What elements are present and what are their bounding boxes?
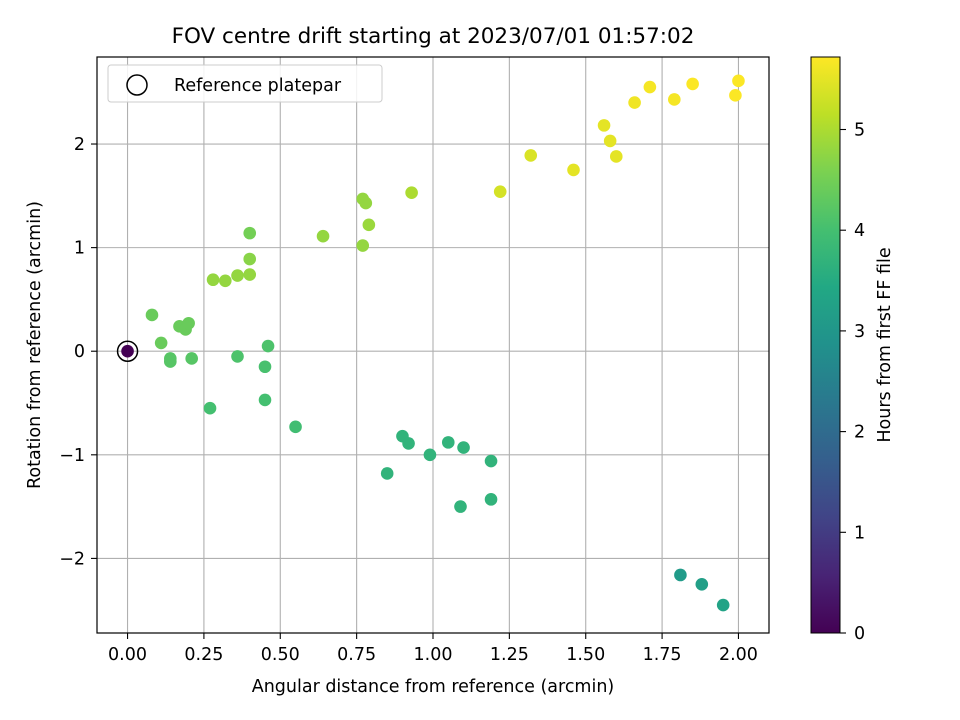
data-point xyxy=(185,352,198,365)
x-tick-label: 1.00 xyxy=(414,645,453,665)
data-point xyxy=(686,77,699,91)
y-tick-label: 1 xyxy=(74,239,85,259)
data-point xyxy=(362,218,376,232)
data-point xyxy=(359,196,373,210)
x-tick-label: 2.00 xyxy=(719,645,758,665)
data-point xyxy=(628,96,641,109)
colorbar-ticks: 0 1 2 3 4 5 xyxy=(840,121,865,644)
data-point xyxy=(258,393,272,407)
data-point xyxy=(716,598,730,612)
data-point xyxy=(316,229,330,243)
data-point xyxy=(231,269,244,282)
data-point xyxy=(567,163,580,177)
data-point xyxy=(356,239,370,252)
data-point xyxy=(484,493,498,506)
legend-reference-marker xyxy=(126,74,148,96)
data-point xyxy=(243,268,257,281)
colorbar-tick-label: 4 xyxy=(854,221,865,241)
y-tick-label: 2 xyxy=(74,135,85,155)
y-axis-ticks: −2 −1 0 1 2 xyxy=(59,135,97,569)
colorbar-tick-label: 0 xyxy=(854,624,865,644)
data-point xyxy=(524,149,538,162)
data-point xyxy=(668,93,681,106)
grid-lines xyxy=(97,57,769,633)
colorbar-tick-label: 2 xyxy=(854,423,865,443)
data-point xyxy=(493,185,507,198)
data-points xyxy=(116,74,745,612)
data-point xyxy=(423,448,437,462)
data-point xyxy=(243,252,257,266)
y-axis-label: Rotation from reference (arcmin) xyxy=(25,201,45,489)
reference-platepar-marker xyxy=(116,340,139,362)
data-point xyxy=(441,436,455,449)
data-point xyxy=(609,150,623,163)
chart-title: FOV centre drift starting at 2023/07/01 … xyxy=(172,24,695,49)
data-point xyxy=(243,226,257,240)
data-point xyxy=(484,454,498,468)
data-point xyxy=(732,74,745,88)
x-tick-label: 1.75 xyxy=(643,645,682,665)
data-point xyxy=(145,308,159,322)
data-point xyxy=(603,134,617,148)
data-point xyxy=(643,80,657,94)
data-point xyxy=(231,350,244,363)
data-point xyxy=(164,355,177,368)
data-point xyxy=(380,467,394,480)
data-point xyxy=(206,273,220,287)
colorbar-tick-label: 5 xyxy=(854,121,865,141)
x-tick-label: 0.00 xyxy=(108,645,147,665)
colorbar-gradient xyxy=(810,56,841,634)
data-point xyxy=(289,420,302,434)
x-tick-label: 0.75 xyxy=(337,645,376,665)
data-point xyxy=(218,274,232,288)
y-tick-label: 0 xyxy=(74,342,85,362)
x-tick-label: 1.25 xyxy=(490,645,529,665)
legend-label: Reference platepar xyxy=(174,76,342,96)
legend: Reference platepar xyxy=(107,64,383,103)
legend-box xyxy=(107,64,383,103)
y-tick-label: −2 xyxy=(59,549,85,569)
data-point xyxy=(457,441,470,454)
data-point xyxy=(203,401,217,415)
data-point xyxy=(258,360,272,374)
data-point xyxy=(154,336,168,350)
data-point xyxy=(597,119,611,132)
x-tick-label: 0.50 xyxy=(261,645,300,665)
data-point xyxy=(261,339,275,353)
x-tick-label: 0.25 xyxy=(184,645,223,665)
data-point xyxy=(405,186,418,200)
data-point xyxy=(182,316,195,330)
data-point xyxy=(674,568,687,582)
data-point xyxy=(402,437,415,450)
colorbar-tick-label: 3 xyxy=(854,322,865,342)
colorbar: 0 1 2 3 4 5 Hours from first FF file xyxy=(810,56,895,644)
colorbar-tick-label: 1 xyxy=(854,523,865,543)
x-tick-label: 1.50 xyxy=(566,645,605,665)
colorbar-label: Hours from first FF file xyxy=(875,247,895,442)
x-axis-ticks: 0.00 0.25 0.50 0.75 1.00 1.25 1.50 1.75 2.00 xyxy=(108,633,758,665)
data-point xyxy=(454,500,467,513)
data-point xyxy=(121,344,134,358)
data-point xyxy=(695,578,709,591)
y-tick-label: −1 xyxy=(59,446,85,466)
x-axis-label: Angular distance from reference (arcmin) xyxy=(252,677,615,697)
data-point xyxy=(729,89,742,102)
